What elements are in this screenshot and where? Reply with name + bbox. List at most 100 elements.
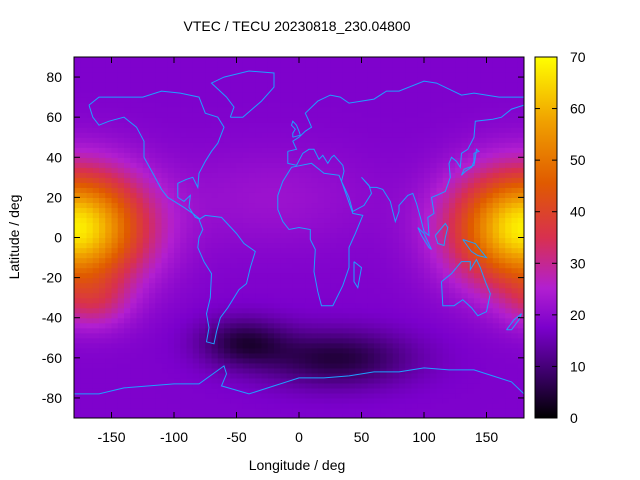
heat-cell [386, 377, 394, 384]
heat-cell [124, 132, 131, 138]
heat-cell [142, 357, 150, 364]
heat-cell [411, 362, 419, 369]
heat-cell [180, 152, 188, 158]
heat-cell [136, 217, 144, 224]
heat-cell [455, 112, 463, 118]
heat-cell [111, 202, 119, 209]
heat-cell [386, 352, 394, 359]
heat-cell [380, 257, 388, 264]
heat-cell [467, 287, 475, 294]
heat-cell [442, 157, 450, 163]
heat-cell [180, 132, 188, 138]
heat-cell [105, 312, 113, 319]
heat-cell [211, 92, 219, 98]
heat-cell [411, 412, 419, 418]
heat-cell [149, 272, 156, 279]
heat-cell [299, 317, 306, 324]
heat-cell [330, 72, 338, 78]
heat-cell [311, 342, 319, 349]
heat-cell [449, 172, 456, 178]
heat-cell [392, 402, 400, 409]
heat-cell [299, 62, 306, 68]
heat-cell [442, 162, 450, 168]
heat-cell [449, 117, 456, 123]
heat-cell [455, 327, 463, 334]
heat-cell [149, 82, 156, 88]
heat-cell [442, 377, 450, 384]
heat-cell [99, 222, 106, 229]
heat-cell [411, 237, 419, 244]
heat-cell [499, 132, 506, 138]
heat-cell [205, 127, 213, 133]
heat-cell [492, 297, 500, 304]
heat-cell [99, 147, 106, 153]
heat-cell [136, 67, 144, 73]
heat-cell [449, 97, 456, 103]
heat-cell [261, 257, 269, 264]
heat-cell [361, 277, 369, 284]
heat-cell [417, 287, 425, 294]
heat-cell [174, 327, 181, 334]
heat-cell [499, 177, 506, 183]
heat-cell [211, 292, 219, 299]
heat-cell [349, 287, 356, 294]
heat-cell [230, 237, 238, 244]
heat-cell [461, 62, 469, 68]
heat-cell [124, 87, 131, 93]
heat-cell [286, 307, 294, 314]
heat-cell [330, 132, 338, 138]
heat-cell [474, 57, 481, 63]
heat-cell [292, 187, 300, 193]
heat-cell [374, 212, 381, 219]
heat-cell [361, 372, 369, 379]
heat-cell [117, 172, 125, 178]
heat-cell [205, 147, 213, 153]
heat-cell [192, 102, 200, 108]
heat-cell [255, 97, 263, 103]
heat-cell [336, 92, 344, 98]
heat-cell [317, 67, 325, 73]
heat-cell [461, 247, 469, 254]
heat-cell [449, 287, 456, 294]
heat-cell [180, 377, 188, 384]
heat-cell [192, 217, 200, 224]
heat-cell [167, 317, 175, 324]
heat-cell [474, 272, 481, 279]
heat-cell [355, 372, 363, 379]
heat-cell [86, 392, 94, 399]
heat-cell [430, 132, 438, 138]
heat-cell [455, 152, 463, 158]
heat-cell [430, 342, 438, 349]
heat-cell [342, 222, 350, 229]
heat-cell [361, 272, 369, 279]
heat-cell [249, 292, 256, 299]
heat-cell [142, 407, 150, 414]
heat-cell [442, 92, 450, 98]
heat-cell [361, 377, 369, 384]
heat-cell [105, 297, 113, 304]
heat-cell [230, 107, 238, 113]
heat-cell [124, 312, 131, 319]
heat-cell [130, 277, 138, 284]
heat-cell [130, 327, 138, 334]
heat-cell [136, 197, 144, 204]
heat-cell [417, 132, 425, 138]
heat-cell [324, 142, 331, 148]
heat-cell [249, 332, 256, 339]
heat-cell [317, 342, 325, 349]
heat-cell [342, 292, 350, 299]
heat-cell [305, 67, 313, 73]
heat-cell [349, 317, 356, 324]
heat-cell [317, 367, 325, 374]
heat-cell [461, 312, 469, 319]
heat-cell [311, 197, 319, 204]
heat-cell [130, 197, 138, 204]
heat-cell [367, 402, 375, 409]
heat-cell [361, 252, 369, 259]
heat-cell [492, 282, 500, 289]
heat-cell [324, 267, 331, 274]
heat-cell [455, 62, 463, 68]
heat-cell [342, 102, 350, 108]
heat-cell [305, 137, 313, 143]
heat-cell [361, 222, 369, 229]
